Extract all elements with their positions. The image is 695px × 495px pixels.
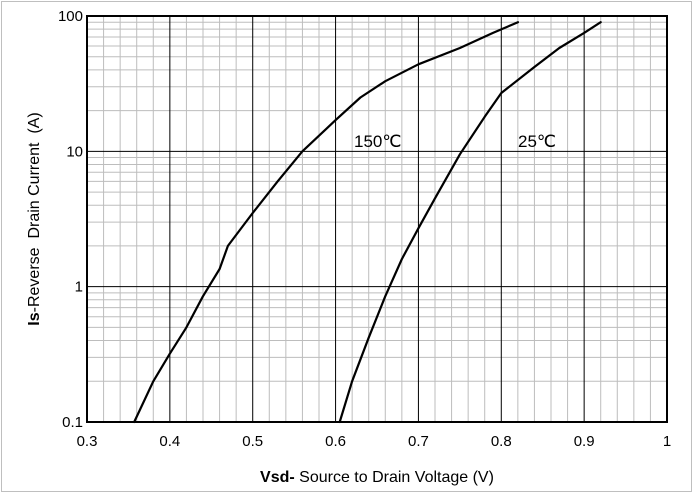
y-tick-label: 0.1	[62, 414, 83, 431]
x-axis-title: Vsd- Source to Drain Voltage (V)	[260, 469, 494, 486]
y-tick-label: 10	[66, 143, 83, 160]
x-tick-label: 0.6	[325, 433, 346, 450]
x-tick-label: 1	[663, 433, 671, 450]
x-tick-labels: 0.3 0.4 0.5 0.6 0.7 0.8 0.9 1	[77, 433, 672, 450]
series-line-25c	[338, 21, 602, 424]
y-axis-title-bold: Is	[26, 312, 43, 325]
minor-gridlines	[87, 16, 667, 422]
y-axis-title-rest: -Reverse Drain Current (A)	[26, 112, 43, 312]
x-tick-label: 0.7	[408, 433, 429, 450]
curve-label-150c: 150℃	[354, 132, 401, 151]
series-line-150c	[133, 21, 520, 424]
major-gridlines	[87, 16, 667, 422]
x-tick-label: 0.8	[491, 433, 512, 450]
x-tick-label: 0.5	[242, 433, 263, 450]
y-axis-title: Is-Reverse Drain Current (A)	[26, 112, 43, 325]
plot-area-border	[86, 15, 668, 423]
x-tick-label: 0.4	[159, 433, 180, 450]
y-tick-label: 100	[58, 8, 83, 25]
y-tick-labels: 0.1 1 10 100	[58, 8, 83, 431]
x-axis-title-rest: Source to Drain Voltage (V)	[295, 469, 494, 486]
x-tick-label: 0.3	[77, 433, 98, 450]
curve-label-25c: 25℃	[518, 132, 556, 151]
y-tick-label: 1	[75, 279, 83, 296]
x-axis-title-bold: Vsd-	[260, 469, 295, 486]
x-tick-label: 0.9	[574, 433, 595, 450]
series-layer	[133, 21, 602, 424]
